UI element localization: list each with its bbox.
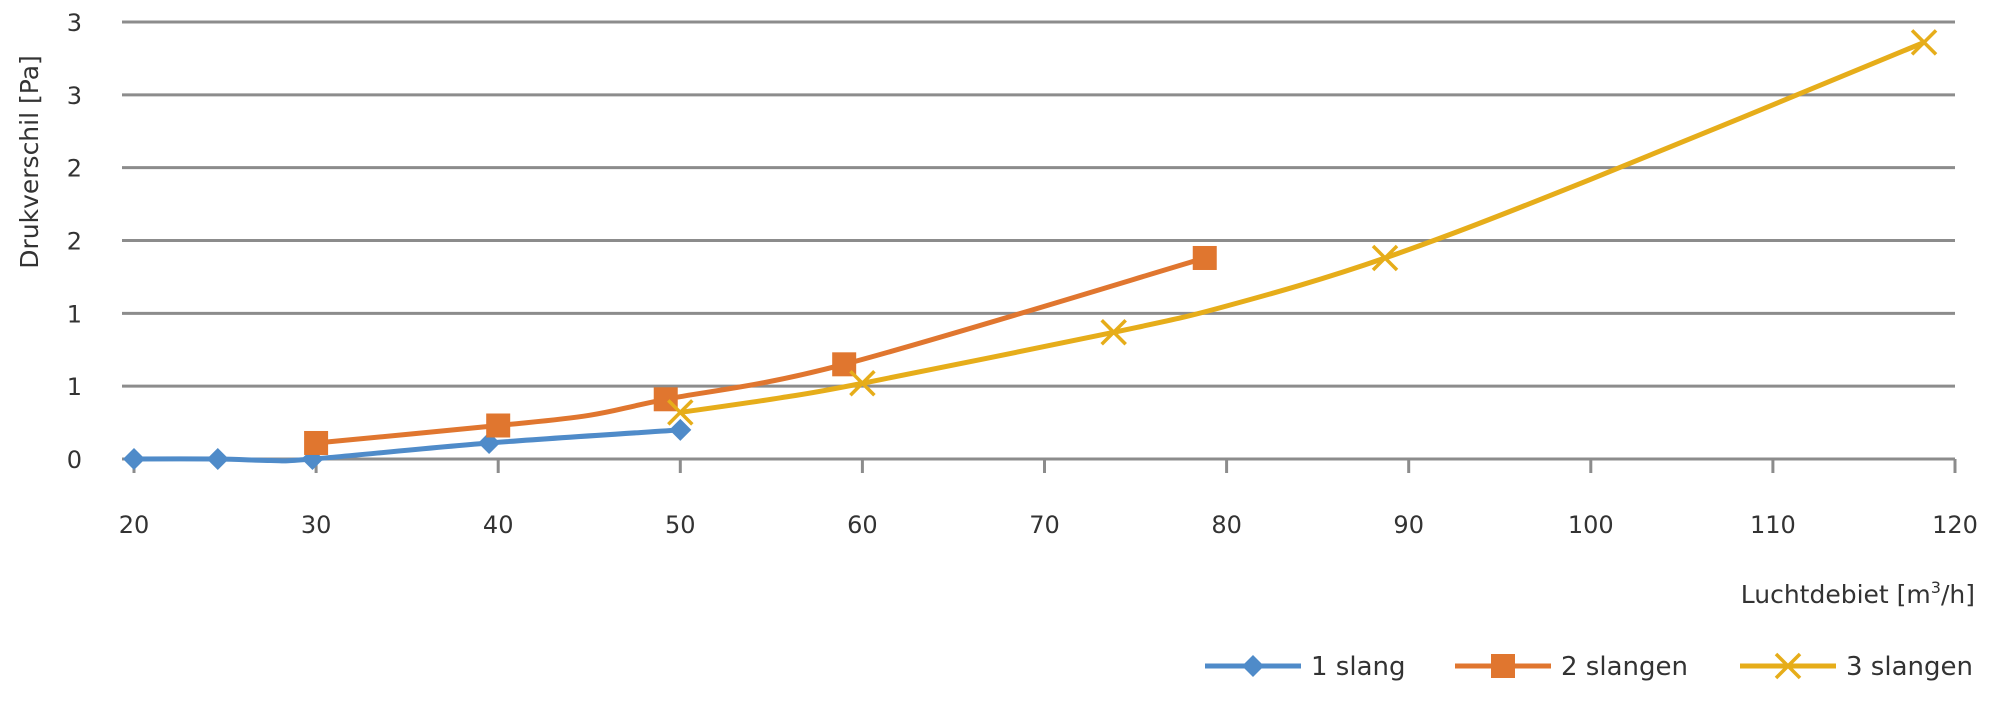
y-tick-label: 3 — [67, 9, 82, 37]
x-axis: 20 30 40 50 60 70 80 90 100 110 120 — [119, 457, 1978, 539]
legend-marker — [1242, 655, 1264, 677]
legend-marker — [1774, 652, 1802, 680]
data-point — [1910, 29, 1938, 56]
legend-label: 3 slangen — [1846, 652, 1973, 682]
y-tick-label: 3 — [67, 82, 82, 110]
series-line-2 — [313, 255, 1208, 446]
data-point — [1100, 319, 1127, 346]
series-markers — [123, 29, 1938, 470]
legend-marker — [1491, 654, 1515, 678]
data-point-stroke — [1100, 319, 1127, 346]
data-point-stroke — [667, 399, 694, 426]
data-point — [1192, 245, 1217, 270]
x-tick-label: 70 — [1029, 511, 1060, 539]
x-tick-label: 90 — [1393, 511, 1424, 539]
data-point — [206, 448, 229, 470]
y-tick-label: 1 — [67, 300, 82, 328]
data-point — [849, 370, 876, 397]
data-point — [123, 448, 145, 470]
x-axis-title-superscript: 3 — [1931, 578, 1941, 597]
data-point-stroke — [1371, 244, 1399, 272]
x-tick-label: 40 — [483, 511, 514, 539]
x-axis-title: Luchtdebiet [m3/h] — [1741, 578, 1975, 609]
y-tick-label: 2 — [67, 155, 82, 183]
legend-item: 3 slangen — [1740, 652, 1973, 682]
legend-marker-stroke — [1774, 652, 1802, 680]
series-line-3 — [677, 39, 1927, 415]
legend-item: 1 slang — [1205, 652, 1406, 682]
x-tick-label: 110 — [1750, 511, 1796, 539]
y-tick-label: 1 — [67, 373, 82, 401]
data-point — [669, 418, 692, 441]
series-lines — [131, 39, 1927, 464]
x-tick-label: 30 — [301, 511, 332, 539]
legend-label: 1 slang — [1311, 652, 1406, 682]
data-point-stroke — [849, 370, 876, 397]
x-tick-label: 120 — [1932, 511, 1978, 539]
y-tick-labels: 0 1 1 2 2 3 3 — [67, 9, 82, 474]
y-tick-label: 0 — [67, 446, 82, 474]
gridlines — [122, 20, 1955, 461]
y-tick-label: 2 — [67, 228, 82, 256]
x-axis-title-tail: /h] — [1941, 580, 1975, 609]
x-tick-label: 20 — [119, 511, 150, 539]
legend-item: 2 slangen — [1455, 652, 1688, 682]
x-tick-label: 60 — [847, 511, 878, 539]
legend: 1 slang 2 slangen 3 slangen — [1205, 652, 1973, 682]
x-tick-label: 80 — [1211, 511, 1242, 539]
x-tick-label: 50 — [665, 511, 696, 539]
data-point — [486, 413, 511, 438]
data-point — [1371, 244, 1399, 272]
x-tick-label: 100 — [1568, 511, 1614, 539]
data-point-stroke — [1910, 29, 1938, 56]
x-axis-title-main: Luchtdebiet [m — [1741, 580, 1931, 609]
data-point — [667, 399, 694, 426]
y-axis-title: Drukverschil [Pa] — [15, 55, 44, 269]
legend-label: 2 slangen — [1561, 652, 1688, 682]
data-point — [304, 430, 329, 455]
